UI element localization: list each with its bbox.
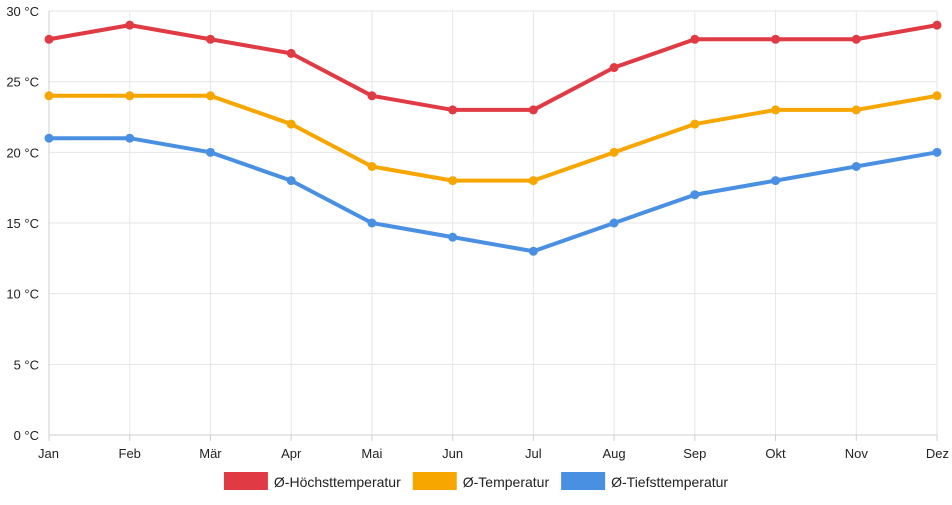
- data-point[interactable]: [205, 34, 215, 44]
- data-point[interactable]: [609, 63, 619, 73]
- data-point[interactable]: [367, 218, 377, 228]
- series-layer: [44, 20, 942, 256]
- y-tick-label: 30 °C: [6, 4, 39, 19]
- data-point[interactable]: [286, 48, 296, 58]
- data-point[interactable]: [44, 91, 54, 101]
- x-tick-label: Feb: [119, 446, 141, 461]
- data-point[interactable]: [205, 91, 215, 101]
- x-tick-label: Nov: [845, 446, 869, 461]
- data-point[interactable]: [851, 34, 861, 44]
- series-line: [47, 93, 939, 183]
- legend-label: Ø-Höchsttemperatur: [274, 474, 401, 490]
- legend-swatch: [412, 472, 457, 490]
- data-point[interactable]: [771, 34, 781, 44]
- series-1: [44, 20, 942, 115]
- series-line: [47, 23, 939, 112]
- y-tick-label: 20 °C: [6, 145, 39, 160]
- legend-swatch: [561, 472, 606, 490]
- legend-label: Ø-Temperatur: [463, 474, 550, 490]
- data-point[interactable]: [609, 218, 619, 228]
- data-point[interactable]: [528, 176, 538, 186]
- x-tick-label: Apr: [281, 446, 302, 461]
- legend-swatch: [223, 472, 268, 490]
- data-point[interactable]: [528, 105, 538, 115]
- data-point[interactable]: [528, 246, 538, 256]
- data-point[interactable]: [44, 34, 54, 44]
- data-point[interactable]: [932, 20, 942, 30]
- x-tick-label: Mär: [199, 446, 222, 461]
- data-point[interactable]: [932, 147, 942, 157]
- data-point[interactable]: [609, 147, 619, 157]
- data-point[interactable]: [932, 91, 942, 101]
- x-tick-label: Jul: [525, 446, 542, 461]
- x-tick-label: Sep: [683, 446, 706, 461]
- x-tick-label: Okt: [765, 446, 786, 461]
- grid-layer: [48, 10, 938, 436]
- y-tick-label: 25 °C: [6, 75, 39, 90]
- data-point[interactable]: [205, 147, 215, 157]
- axis-layer: 0 °C 5 °C 10 °C 15 °C 20 °C 25 °C 30 °C Jan Feb M…: [6, 4, 949, 461]
- y-tick-label: 0 °C: [14, 428, 39, 443]
- legend-item-1[interactable]: Ø-Höchsttemperatur: [223, 472, 401, 490]
- data-point[interactable]: [367, 161, 377, 171]
- data-point[interactable]: [286, 176, 296, 186]
- legend-item-3[interactable]: Ø-Tiefsttemperatur: [561, 472, 728, 490]
- legend-item-2[interactable]: Ø-Temperatur: [412, 472, 550, 490]
- y-tick-label: 5 °C: [14, 357, 39, 372]
- legend[interactable]: Ø-Höchsttemperatur Ø-Temperatur Ø-Tiefstte…: [223, 472, 728, 490]
- y-tick-label: 10 °C: [6, 287, 39, 302]
- data-point[interactable]: [125, 91, 135, 101]
- x-tick-label: Mai: [361, 446, 382, 461]
- data-point[interactable]: [125, 133, 135, 143]
- legend-label: Ø-Tiefsttemperatur: [611, 474, 728, 490]
- data-point[interactable]: [125, 20, 135, 30]
- data-point[interactable]: [771, 105, 781, 115]
- y-tick-label: 15 °C: [6, 216, 39, 231]
- data-point[interactable]: [44, 133, 54, 143]
- series-line: [47, 136, 939, 254]
- series-2: [44, 91, 942, 186]
- data-point[interactable]: [771, 176, 781, 186]
- x-tick-label: Jun: [442, 446, 463, 461]
- data-point[interactable]: [448, 176, 458, 186]
- data-point[interactable]: [448, 105, 458, 115]
- data-point[interactable]: [286, 119, 296, 129]
- x-tick-label: Jan: [38, 446, 59, 461]
- x-tick-label: Aug: [603, 446, 626, 461]
- data-point[interactable]: [851, 105, 861, 115]
- data-point[interactable]: [690, 190, 700, 200]
- x-tick-label: Dez: [926, 446, 949, 461]
- data-point[interactable]: [367, 91, 377, 101]
- data-point[interactable]: [690, 119, 700, 129]
- series-3: [44, 133, 942, 256]
- data-point[interactable]: [690, 34, 700, 44]
- data-point[interactable]: [448, 232, 458, 242]
- data-point[interactable]: [851, 161, 861, 171]
